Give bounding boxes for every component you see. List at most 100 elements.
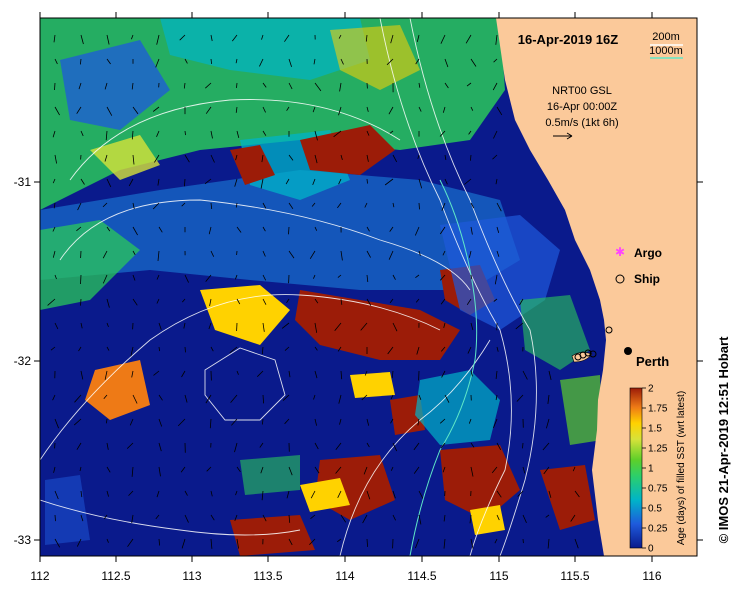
- current-arrow: [414, 226, 420, 236]
- current-arrow: [470, 202, 475, 209]
- current-arrow: [443, 322, 446, 329]
- current-arrow: [314, 82, 322, 92]
- current-arrow: [262, 250, 266, 257]
- current-arrow: [314, 346, 318, 351]
- current-arrow: [132, 106, 139, 115]
- current-arrow: [546, 418, 550, 429]
- current-arrow: [444, 178, 448, 185]
- current-arrow: [184, 178, 186, 187]
- current-arrow: [208, 226, 212, 235]
- current-arrow: [340, 58, 344, 65]
- current-arrow: [547, 394, 550, 404]
- current-arrow: [311, 202, 316, 207]
- current-arrow: [340, 154, 343, 161]
- current-arrow: [442, 466, 446, 473]
- current-arrow: [418, 82, 421, 88]
- current-arrow: [522, 442, 524, 449]
- current-arrow: [392, 274, 396, 280]
- current-arrow: [158, 394, 163, 401]
- current-arrow: [418, 250, 421, 256]
- current-arrow: [129, 418, 134, 426]
- current-arrow: [47, 298, 56, 306]
- current-arrow: [415, 58, 420, 65]
- current-arrow: [53, 202, 56, 209]
- current-arrow: [102, 274, 108, 284]
- current-arrow: [288, 514, 291, 523]
- x-tick-label: 115.5: [560, 569, 589, 583]
- current-arrow: [158, 322, 162, 330]
- current-arrow: [177, 418, 186, 427]
- current-arrow: [339, 418, 342, 425]
- current-arrow: [210, 154, 215, 163]
- current-arrow: [496, 250, 500, 257]
- current-arrow: [54, 82, 56, 91]
- current-arrow: [205, 106, 212, 114]
- current-arrow: [309, 250, 316, 260]
- current-arrow: [470, 106, 474, 111]
- current-arrow: [235, 202, 238, 208]
- current-arrow: [80, 274, 82, 285]
- current-arrow: [284, 34, 290, 42]
- x-tick-label: 116: [642, 569, 661, 583]
- current-arrow: [415, 274, 420, 279]
- current-arrow: [496, 490, 502, 498]
- current-arrow: [158, 466, 161, 477]
- current-arrow: [439, 130, 446, 137]
- current-arrow: [496, 226, 500, 234]
- current-arrow: [102, 202, 108, 208]
- current-arrow: [444, 394, 450, 403]
- current-arrow: [261, 490, 264, 501]
- current-arrow: [360, 322, 368, 331]
- current-arrow: [156, 274, 160, 280]
- current-arrow: [156, 34, 160, 45]
- colorbar-tick-label: 0.75: [648, 484, 668, 495]
- imos-credit: © IMOS 21-Apr-2019 12:51 Hobart: [716, 336, 731, 543]
- current-arrow: [54, 490, 59, 500]
- current-arrow: [126, 442, 134, 449]
- current-arrow: [288, 82, 293, 90]
- current-arrow: [52, 394, 56, 401]
- current-arrow: [54, 514, 56, 522]
- current-arrow: [543, 466, 550, 475]
- current-arrow: [361, 394, 368, 401]
- current-arrow: [154, 154, 160, 163]
- current-arrow: [105, 130, 108, 141]
- current-arrow: [156, 490, 160, 498]
- current-arrow: [466, 82, 472, 87]
- current-arrow: [76, 106, 82, 114]
- current-arrow: [386, 58, 394, 66]
- current-arrow: [181, 202, 186, 207]
- current-arrow: [132, 298, 138, 306]
- current-arrow: [517, 490, 524, 497]
- current-arrow: [366, 178, 368, 184]
- current-arrow: [132, 226, 138, 236]
- current-arrow: [465, 34, 472, 44]
- current-arrow: [284, 418, 290, 425]
- current-arrow: [54, 154, 57, 164]
- current-arrow: [288, 58, 292, 68]
- current-arrow: [366, 298, 372, 306]
- current-arrow: [522, 514, 527, 523]
- current-arrow: [54, 418, 59, 429]
- current-arrow: [522, 466, 526, 474]
- current-arrow: [236, 370, 239, 375]
- current-arrow: [469, 250, 472, 258]
- australia-land: [496, 18, 697, 556]
- current-arrow: [262, 226, 266, 232]
- perth-label: Perth: [636, 354, 669, 369]
- current-arrow: [205, 394, 212, 404]
- current-arrow: [132, 154, 135, 165]
- current-arrow: [80, 514, 84, 522]
- current-arrow: [183, 322, 186, 329]
- current-arrow: [131, 370, 134, 378]
- current-arrow: [104, 82, 108, 90]
- current-arrow: [413, 442, 420, 451]
- current-arrow: [106, 466, 111, 473]
- current-arrow: [106, 538, 109, 543]
- current-arrow: [470, 154, 472, 161]
- current-arrow: [235, 58, 238, 64]
- current-arrow: [418, 106, 422, 112]
- current-arrow: [153, 370, 160, 376]
- current-arrow: [128, 178, 134, 187]
- current-arrow: [313, 274, 316, 279]
